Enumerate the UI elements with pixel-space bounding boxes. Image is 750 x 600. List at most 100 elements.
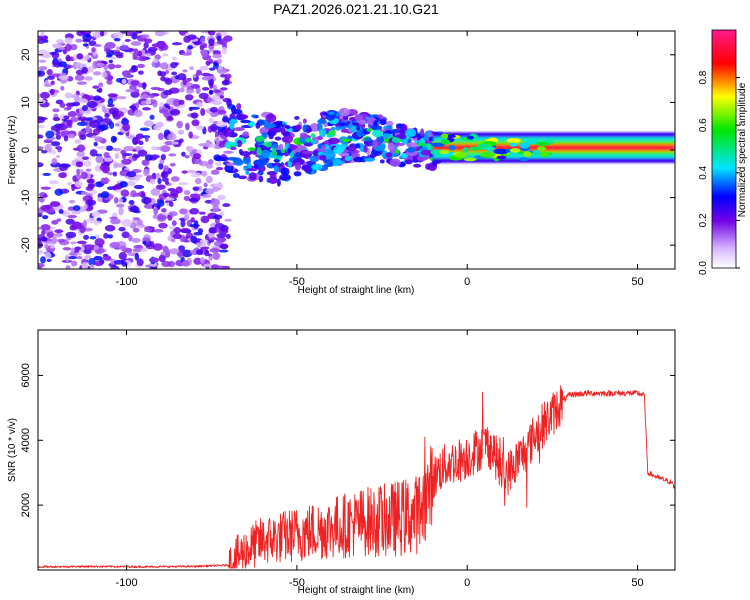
- spectrogram-cell: [217, 58, 223, 64]
- spectrogram-cell: [46, 75, 55, 80]
- spectrogram-cell: [328, 111, 335, 115]
- snr-x-tick-label: 0: [464, 577, 470, 589]
- spectrogram-cell: [152, 58, 159, 63]
- spectrogram-cell: [67, 111, 78, 118]
- spectrogram-cell: [112, 171, 118, 177]
- spectrogram-cell: [84, 244, 95, 251]
- spectrogram-cell: [49, 243, 55, 249]
- spectrogram-cell: [52, 234, 63, 238]
- spectrogram-cell: [209, 82, 214, 89]
- spectrogram-cell: [62, 247, 72, 251]
- spectrogram-cell: [199, 239, 209, 243]
- spectrogram-cell: [389, 158, 401, 167]
- spectrogram-cell: [210, 123, 218, 132]
- spectrogram-cell: [209, 106, 218, 113]
- spectrogram-cell: [108, 59, 113, 64]
- spectrogram-cell: [187, 45, 194, 50]
- spectrogram-cell: [170, 176, 180, 182]
- spectrogram-cell: [440, 133, 449, 139]
- spectrogram-cell: [148, 257, 160, 263]
- spectrogram-cell: [180, 219, 186, 228]
- spectrogram-cell: [208, 227, 217, 234]
- spectrogram-cell: [299, 132, 308, 139]
- spectrogram-cell: [130, 41, 142, 46]
- spectrogram-cell: [166, 116, 174, 121]
- spectrogram-cell: [85, 125, 91, 133]
- spectrogram-cell: [430, 142, 445, 147]
- spectrogram-cell: [38, 71, 42, 75]
- spectrogram-cell: [114, 163, 126, 168]
- spectrogram-cell: [79, 134, 87, 141]
- spectrogram-cell: [45, 130, 55, 139]
- spectrogram-cell: [128, 199, 135, 205]
- spectrogram-cell: [201, 170, 208, 177]
- spectrogram-cell: [294, 161, 302, 171]
- spectrogram-cell: [134, 252, 140, 261]
- spectrogram-cell: [162, 192, 170, 197]
- spectrogram-cell: [302, 118, 307, 124]
- spectrogram-cell: [133, 184, 145, 190]
- spectrogram-cell: [64, 254, 70, 263]
- spectrogram-cell: [468, 146, 482, 151]
- spectrogram-cell: [240, 119, 251, 124]
- spectrogram-cell: [75, 38, 83, 43]
- spectrogram-cell: [280, 167, 290, 176]
- spectrogram-cell: [413, 163, 422, 168]
- spectrogram-cell: [82, 219, 88, 228]
- spectrogram-cell: [405, 128, 417, 137]
- spectrogram-cell: [189, 207, 200, 215]
- spectrogram-cell: [186, 169, 196, 173]
- spectrogram-cell: [385, 129, 392, 134]
- spectrogram-cell: [523, 151, 532, 157]
- spectrogram-cell: [155, 184, 166, 190]
- spectrogram-cell: [224, 218, 232, 222]
- spectrogram-cell: [107, 103, 115, 108]
- spectrogram-cell: [71, 221, 82, 230]
- spectrogram-cell: [202, 43, 208, 49]
- spectrogram-cell: [110, 218, 121, 225]
- spectrogram-cell: [102, 255, 112, 261]
- spectrogram-cell: [371, 125, 383, 131]
- spectrogram-cell: [152, 243, 163, 251]
- spectrogram-cell: [217, 109, 227, 115]
- spectrogram-cell: [208, 159, 214, 165]
- spectrogram-cell: [272, 143, 279, 149]
- spectrogram-cell: [118, 198, 124, 203]
- spectrogram-cell: [305, 137, 312, 143]
- spectrogram-cell: [163, 165, 169, 172]
- spectrogram-cell: [183, 190, 191, 196]
- spectrogram-cell: [38, 92, 41, 100]
- spectrogram-cell: [60, 85, 65, 91]
- spectrogram-cell: [159, 62, 168, 69]
- spectrogram-cell: [231, 105, 237, 114]
- spectrogram-cell: [175, 75, 180, 80]
- spectrogram-cell: [178, 245, 186, 252]
- spectrogram-cell: [352, 122, 360, 126]
- colorbar-tick-label: 0.2: [698, 213, 709, 227]
- spectrogram-cell: [212, 205, 220, 213]
- spectrogram-cell: [251, 114, 257, 118]
- spectrogram-cell: [239, 151, 252, 157]
- spectrogram-cell: [182, 259, 190, 266]
- spectrogram-cell: [526, 139, 539, 145]
- spectrogram-cell: [63, 115, 70, 120]
- spectrogram-cell: [332, 157, 342, 165]
- spectrogram-cell: [38, 124, 45, 129]
- spectrogram-y-tick-label: 20: [20, 49, 32, 61]
- spectrogram-cell: [177, 73, 187, 81]
- spectrogram-cell: [85, 168, 92, 172]
- spectrogram-cell: [255, 135, 265, 143]
- spectrogram-cell: [153, 228, 164, 233]
- spectrogram-cell: [107, 172, 115, 176]
- spectrogram-cell: [38, 263, 45, 268]
- spectrogram-cell: [134, 175, 140, 182]
- spectrogram-cell: [274, 136, 282, 141]
- spectrogram-cell: [371, 129, 383, 138]
- spectrogram-x-tick-label: 50: [631, 276, 643, 288]
- spectrogram-cell: [73, 97, 84, 103]
- spectrogram-cell: [70, 210, 81, 215]
- spectrogram-cell: [85, 32, 91, 38]
- spectrogram-cell: [104, 113, 110, 119]
- spectrogram-cell: [139, 127, 151, 132]
- spectrogram-cell: [172, 233, 182, 240]
